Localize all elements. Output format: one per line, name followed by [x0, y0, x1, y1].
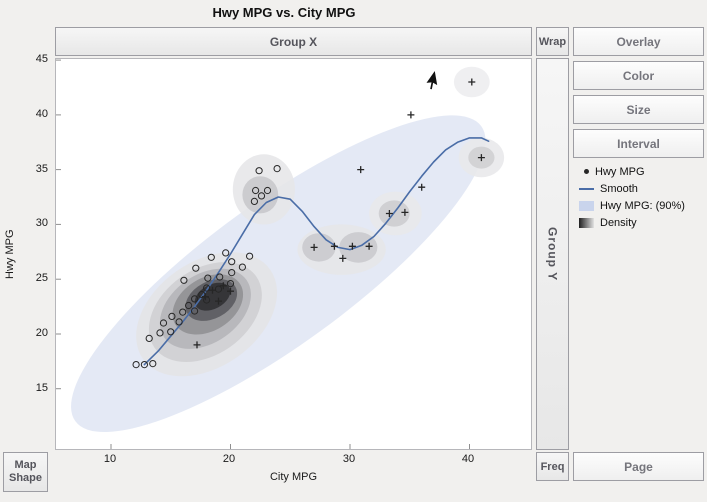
drop-zone-map-shape-label-line2: Shape [8, 472, 42, 484]
x-axis-title[interactable]: City MPG [269, 471, 318, 483]
legend-density-swatch [579, 217, 594, 228]
y-tick-label: 40 [35, 108, 48, 120]
drop-zone-map-shape[interactable]: Map Shape [3, 452, 48, 492]
drop-zone-wrap[interactable]: Wrap [536, 27, 569, 56]
legend: Hwy MPG Smooth Hwy MPG: (90%) Density [579, 163, 703, 231]
legend-marker-dot-icon [584, 169, 589, 174]
size-button[interactable]: Size [573, 95, 704, 124]
chart-title: Hwy MPG vs. City MPG [212, 5, 356, 20]
y-tick-label: 35 [35, 163, 48, 175]
x-tick-label: 40 [461, 453, 475, 465]
y-tick-label: 45 [35, 53, 48, 65]
scatter-plot-canvas[interactable] [56, 59, 531, 449]
y-axis-tick-labels: 15 20 25 30 35 40 45 [20, 53, 50, 450]
interval-button[interactable]: Interval [573, 129, 704, 158]
drop-zone-group-x-label: Group X [269, 34, 318, 49]
x-tick-label: 20 [222, 453, 236, 465]
drop-zone-group-y-label: Group Y [545, 226, 560, 282]
y-tick-label: 30 [35, 217, 48, 229]
legend-label-interval: Hwy MPG: (90%) [600, 199, 685, 212]
drop-zone-wrap-label: Wrap [538, 35, 567, 48]
drop-zone-group-x[interactable]: Group X [55, 27, 532, 56]
legend-label-smooth: Smooth [600, 182, 638, 195]
y-tick-label: 25 [35, 272, 48, 284]
y-tick-label: 15 [35, 382, 48, 394]
legend-item-smooth[interactable]: Smooth [579, 180, 703, 197]
legend-interval-swatch [579, 200, 594, 211]
legend-item-interval[interactable]: Hwy MPG: (90%) [579, 197, 703, 214]
drop-zone-freq[interactable]: Freq [536, 452, 569, 481]
y-tick-label: 20 [35, 327, 48, 339]
x-tick-label: 10 [103, 453, 117, 465]
legend-smooth-line-icon [579, 187, 594, 190]
legend-label-density: Density [600, 216, 637, 229]
legend-label-hwy-mpg: Hwy MPG [595, 165, 645, 178]
legend-item-hwy-mpg[interactable]: Hwy MPG [579, 163, 703, 180]
drop-zone-map-shape-label-line1: Map [14, 459, 37, 471]
plot-area[interactable] [55, 58, 532, 450]
page-button[interactable]: Page [573, 452, 704, 481]
drop-zone-freq-label: Freq [540, 460, 565, 473]
overlay-button[interactable]: Overlay [573, 27, 704, 56]
x-tick-label: 30 [342, 453, 356, 465]
x-axis-tick-labels: 10 20 30 40 [55, 453, 532, 467]
drop-zone-group-y[interactable]: Group Y [536, 58, 569, 450]
color-button[interactable]: Color [573, 61, 704, 90]
y-axis-title[interactable]: Hwy MPG [4, 229, 16, 279]
legend-item-density[interactable]: Density [579, 214, 703, 231]
